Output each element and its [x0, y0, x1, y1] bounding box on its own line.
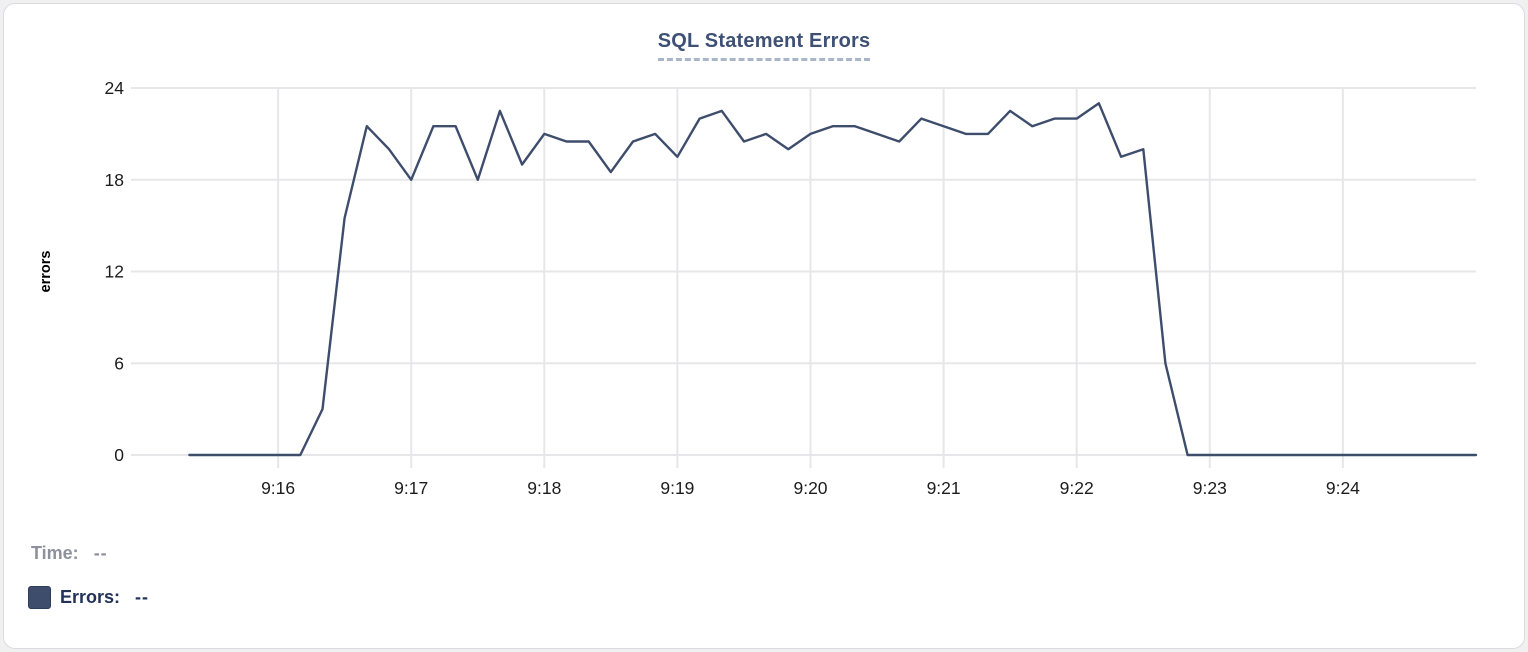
chart-card: SQL Statement Errors 0 6 12 18 24 9:16 9:17 9:1… — [3, 3, 1525, 649]
readout-errors-row: Errors: -- — [28, 586, 149, 609]
x-tick-label: 9:24 — [1326, 478, 1360, 498]
x-tick-label: 9:22 — [1060, 478, 1094, 498]
y-tick-label: 6 — [114, 353, 124, 373]
errors-label: Errors: — [60, 587, 121, 607]
y-tick-label: 18 — [105, 170, 124, 190]
y-tick-label: 12 — [105, 262, 124, 282]
errors-value: -- — [135, 587, 150, 607]
errors-line — [188, 102, 1478, 457]
x-tick-label: 9:21 — [927, 478, 961, 498]
x-tick-label: 9:18 — [527, 478, 561, 498]
x-tick-label: 9:17 — [394, 478, 428, 498]
y-tick-label: 0 — [114, 445, 124, 465]
time-value: -- — [93, 543, 108, 563]
x-tick-label: 9:20 — [793, 478, 827, 498]
y-tick-label: 24 — [105, 78, 125, 98]
x-tick-label: 9:23 — [1193, 478, 1227, 498]
chart-header: SQL Statement Errors — [4, 30, 1524, 61]
readout-time-row: Time: -- — [31, 543, 108, 564]
x-tick-label: 9:16 — [261, 478, 295, 498]
hover-readout: Time: -- Errors: -- — [4, 4, 1524, 648]
errors-series-swatch-icon — [28, 586, 51, 609]
errors-chart[interactable]: 0 6 12 18 24 9:16 9:17 9:18 9:19 9:20 9:21 9:22 9:23… — [4, 4, 1528, 514]
chart-title[interactable]: SQL Statement Errors — [657, 30, 871, 61]
x-tick-label: 9:19 — [660, 478, 694, 498]
y-axis-title: errors — [38, 251, 54, 293]
time-label: Time: — [31, 543, 79, 563]
